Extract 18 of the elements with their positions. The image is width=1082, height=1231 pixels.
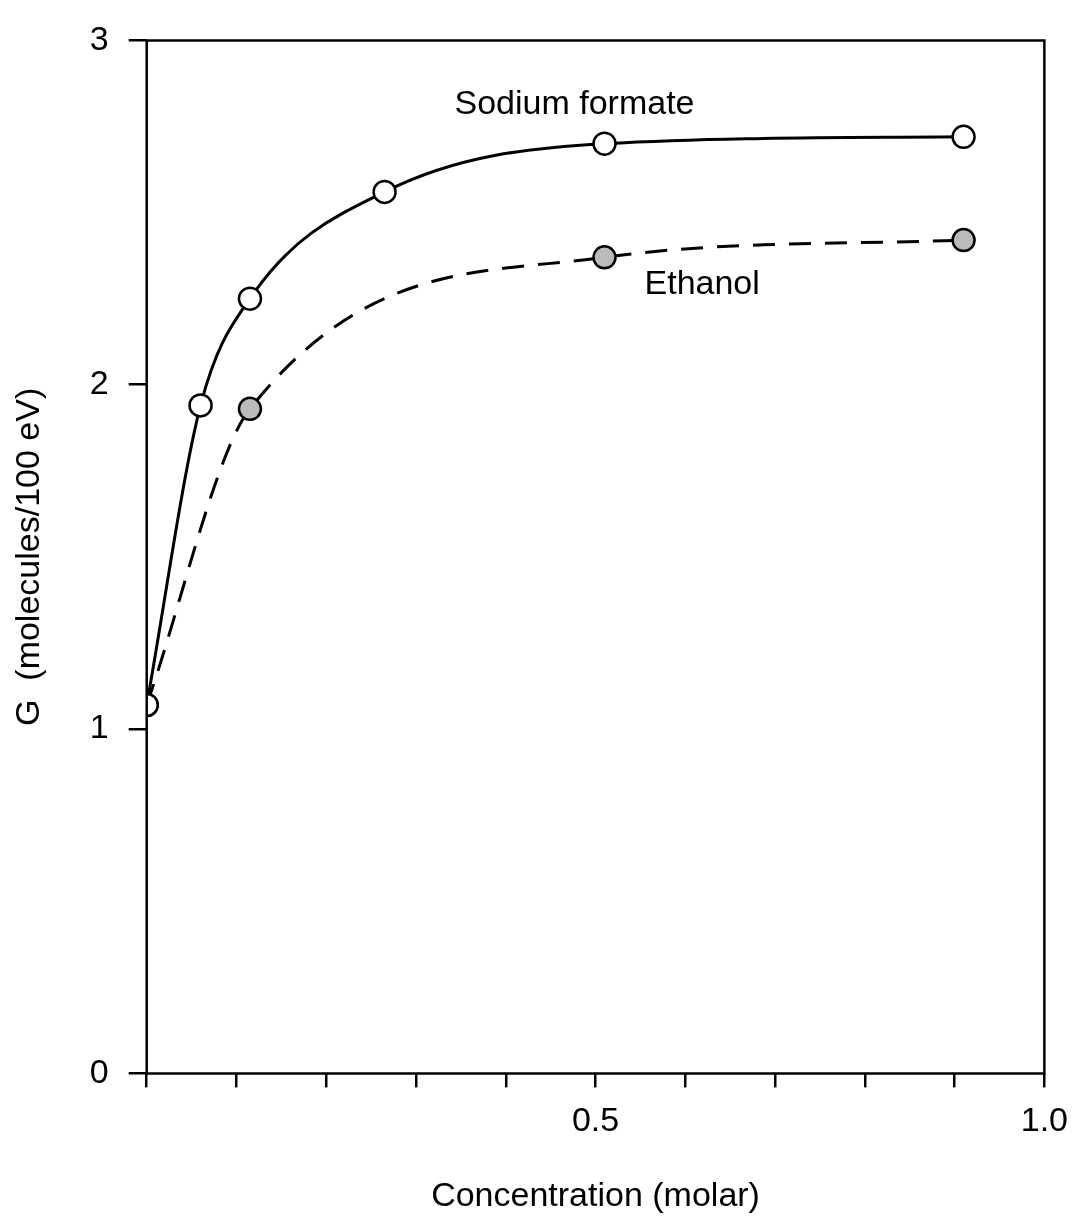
point [188, 393, 213, 418]
point [951, 124, 976, 150]
x-tick-label: 0.5 [571, 1100, 620, 1139]
y-tick-label: 0 [89, 1051, 109, 1090]
y-tick-label: 3 [89, 18, 109, 57]
y-tick-label: 2 [89, 363, 109, 402]
series-label: Sodium formate [454, 83, 695, 122]
point [237, 396, 263, 422]
x-tick-label: 1.0 [1020, 1100, 1068, 1139]
y-tick-label: 1 [89, 707, 109, 746]
x-axis-title: Concentration (molar) [431, 1174, 760, 1213]
y-axis-title: G (molecules/100 eV) [7, 387, 46, 727]
point [237, 286, 263, 311]
point [592, 245, 617, 270]
point [951, 227, 976, 253]
point [372, 179, 397, 205]
point [592, 131, 617, 156]
series-label: Ethanol [644, 262, 760, 301]
